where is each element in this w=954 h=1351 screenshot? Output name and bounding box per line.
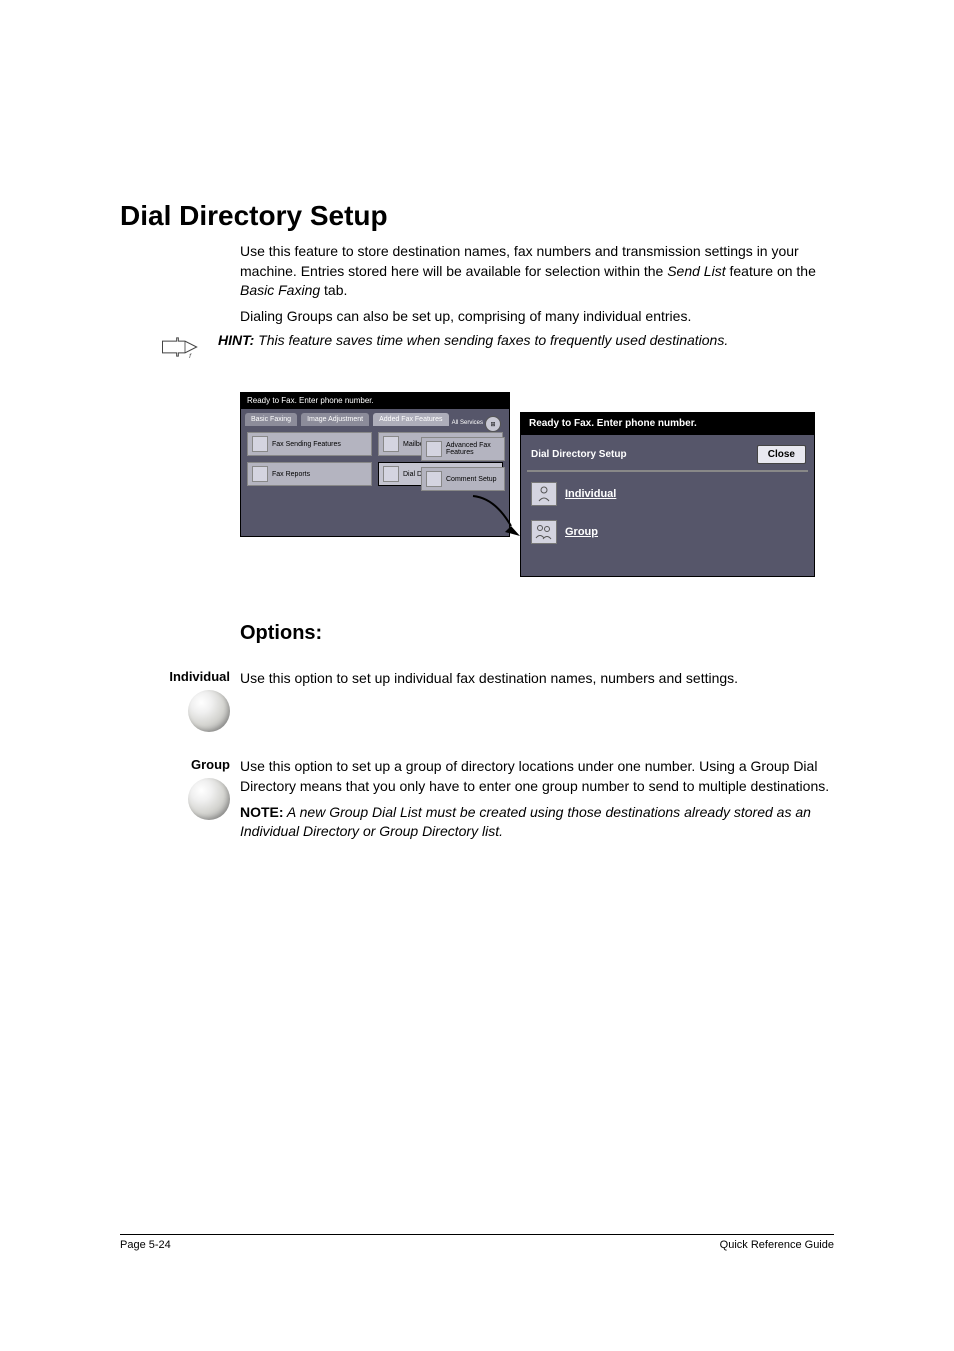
- mailbox-icon: [383, 436, 399, 452]
- btn-label: Advanced Fax Features: [446, 442, 500, 456]
- comment-setup-button[interactable]: Comment Setup: [421, 467, 505, 491]
- report-icon: [252, 466, 268, 482]
- front-title: Dial Directory Setup: [531, 449, 627, 460]
- group-item[interactable]: Group: [531, 520, 804, 544]
- individual-label: Individual: [565, 488, 616, 500]
- intro-para1-mid: feature on the: [726, 263, 816, 279]
- option-group: Group Use this option to set up a group …: [120, 757, 834, 841]
- page-footer: Page 5-24 Quick Reference Guide: [120, 1234, 834, 1251]
- sphere-icon: [188, 778, 230, 820]
- tab-added-fax-features[interactable]: Added Fax Features: [373, 413, 448, 426]
- send-list-ref: Send List: [667, 263, 725, 279]
- all-services-label: All Services: [452, 420, 483, 426]
- hint-hand-icon: f: [160, 332, 200, 362]
- option-label-col: Individual: [120, 669, 240, 737]
- svg-text:f: f: [189, 353, 192, 360]
- back-grid: Fax Sending Features Mailboxes Advanced …: [241, 426, 509, 492]
- front-panel: Ready to Fax. Enter phone number. Dial D…: [520, 412, 815, 577]
- group-para1: Use this option to set up a group of dir…: [240, 757, 834, 796]
- footer-page: Page 5-24: [120, 1239, 171, 1251]
- individual-option-text: Use this option to set up individual fax…: [240, 669, 834, 689]
- btn-label: Fax Sending Features: [272, 441, 341, 448]
- hint-body: This feature saves time when sending fax…: [254, 332, 728, 348]
- group-option-label: Group: [120, 757, 230, 772]
- intro-para1-post: tab.: [320, 282, 347, 298]
- comment-icon: [426, 471, 442, 487]
- close-button[interactable]: Close: [757, 445, 806, 464]
- option-individual: Individual Use this option to set up ind…: [120, 669, 834, 737]
- hint-label: HINT:: [218, 332, 254, 348]
- back-status-bar: Ready to Fax. Enter phone number.: [241, 393, 509, 409]
- front-title-row: Dial Directory Setup Close: [521, 435, 814, 470]
- individual-option-label: Individual: [120, 669, 230, 684]
- hint-text: HINT: This feature saves time when sendi…: [218, 332, 728, 348]
- tab-basic-faxing[interactable]: Basic Faxing: [245, 413, 297, 426]
- btn-label: Comment Setup: [446, 476, 497, 483]
- group-note: NOTE: A new Group Dial List must be crea…: [240, 803, 834, 842]
- individual-item[interactable]: Individual: [531, 482, 804, 506]
- tab-image-adjustment[interactable]: Image Adjustment: [301, 413, 369, 426]
- btn-label: Fax Reports: [272, 471, 310, 478]
- group-option-text: Use this option to set up a group of dir…: [240, 757, 834, 841]
- sphere-icon: [188, 690, 230, 732]
- option-label-col: Group: [120, 757, 240, 825]
- callout-arrow-icon: [465, 492, 525, 540]
- note-text: A new Group Dial List must be created us…: [240, 804, 811, 840]
- doc-icon: [252, 436, 268, 452]
- hint-row: f HINT: This feature saves time when sen…: [160, 332, 834, 362]
- footer-guide: Quick Reference Guide: [720, 1239, 834, 1251]
- note-label: NOTE:: [240, 804, 284, 820]
- intro-para1: Use this feature to store destination na…: [240, 242, 834, 301]
- basic-faxing-ref: Basic Faxing: [240, 282, 320, 298]
- options-heading: Options:: [240, 622, 834, 645]
- front-list: Individual Group: [521, 472, 814, 568]
- doc-icon: [426, 441, 442, 457]
- main-heading: Dial Directory Setup: [120, 200, 834, 232]
- group-label: Group: [565, 526, 598, 538]
- fax-sending-features-button[interactable]: Fax Sending Features: [247, 432, 372, 456]
- group-icon: [531, 520, 557, 544]
- advanced-fax-features-button[interactable]: Advanced Fax Features: [421, 437, 505, 461]
- front-status-bar: Ready to Fax. Enter phone number.: [521, 413, 814, 435]
- directory-icon: [383, 466, 399, 482]
- screenshot-area: Ready to Fax. Enter phone number. All Se…: [240, 392, 820, 592]
- intro-para2: Dialing Groups can also be set up, compr…: [240, 307, 834, 327]
- fax-reports-button[interactable]: Fax Reports: [247, 462, 372, 486]
- person-icon: [531, 482, 557, 506]
